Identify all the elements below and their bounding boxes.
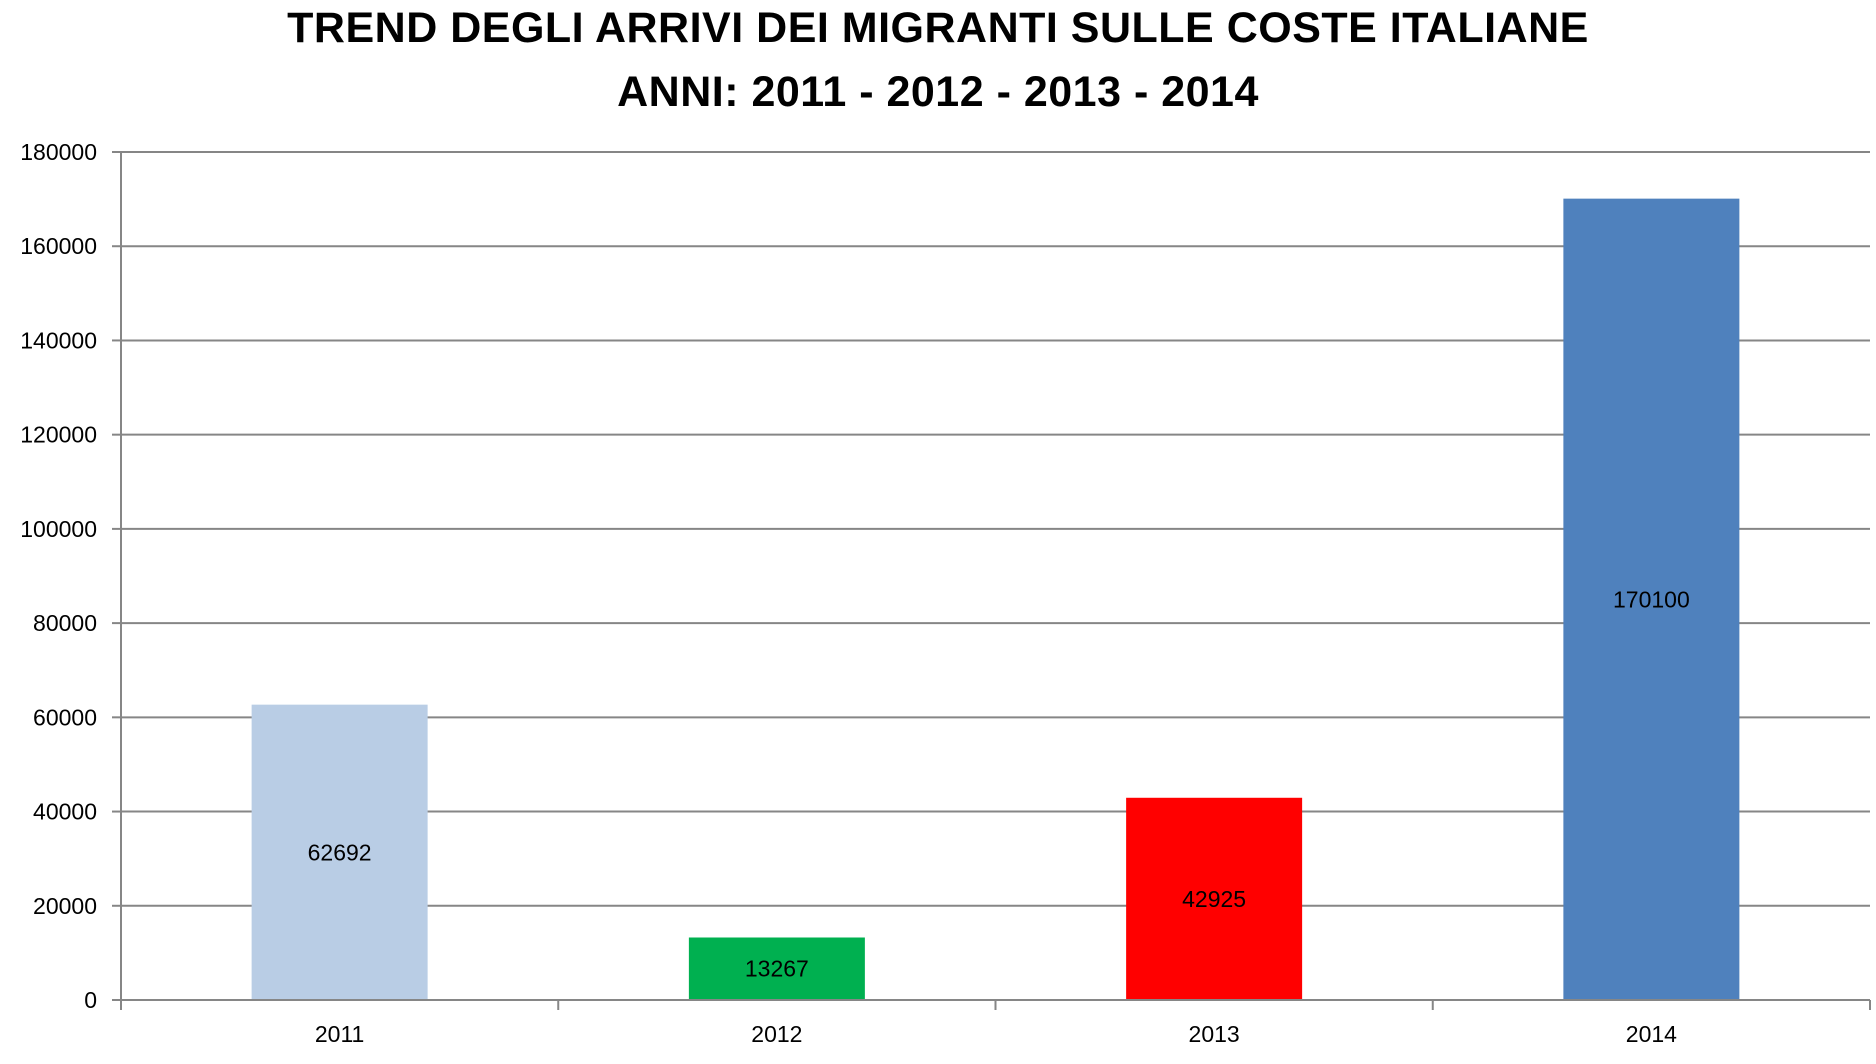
- labels: 0 20000 40000 60000 80000 100000 120000 140000 1…: [20, 139, 1690, 1047]
- x-tick-label: 2014: [1626, 1021, 1677, 1047]
- y-tick-label: 80000: [33, 610, 97, 636]
- y-tick-label: 40000: [33, 799, 97, 825]
- bar: [1126, 797, 1303, 1000]
- y-tick-label: 120000: [20, 422, 97, 448]
- y-tick-label: 0: [84, 987, 97, 1013]
- chart-subtitle: ANNI: 2011 - 2012 - 2013 - 2014: [617, 68, 1259, 116]
- bar: [688, 937, 865, 1000]
- chart-title: TREND DEGLI ARRIVI DEI MIGRANTI SULLE CO…: [287, 4, 1589, 52]
- bar: [1563, 198, 1740, 1000]
- data-label: 13267: [745, 956, 809, 982]
- data-label: 62692: [308, 839, 372, 865]
- y-tick-label: 160000: [20, 233, 97, 259]
- y-tick-label: 180000: [20, 139, 97, 165]
- data-label: 170100: [1613, 586, 1690, 612]
- axes: [112, 151, 1871, 1010]
- bars: [251, 198, 1740, 1000]
- data-label: 42925: [1182, 886, 1246, 912]
- y-tick-label: 140000: [20, 327, 97, 353]
- y-tick-label: 100000: [20, 516, 97, 542]
- x-tick-label: 2013: [1189, 1021, 1240, 1047]
- x-tick-label: 2011: [315, 1021, 364, 1047]
- y-tick-label: 60000: [33, 704, 97, 730]
- bar: [251, 704, 428, 1000]
- x-tick-label: 2012: [751, 1021, 802, 1047]
- chart-title-block: TREND DEGLI ARRIVI DEI MIGRANTI SULLE CO…: [0, 0, 1876, 124]
- y-tick-label: 20000: [33, 893, 97, 919]
